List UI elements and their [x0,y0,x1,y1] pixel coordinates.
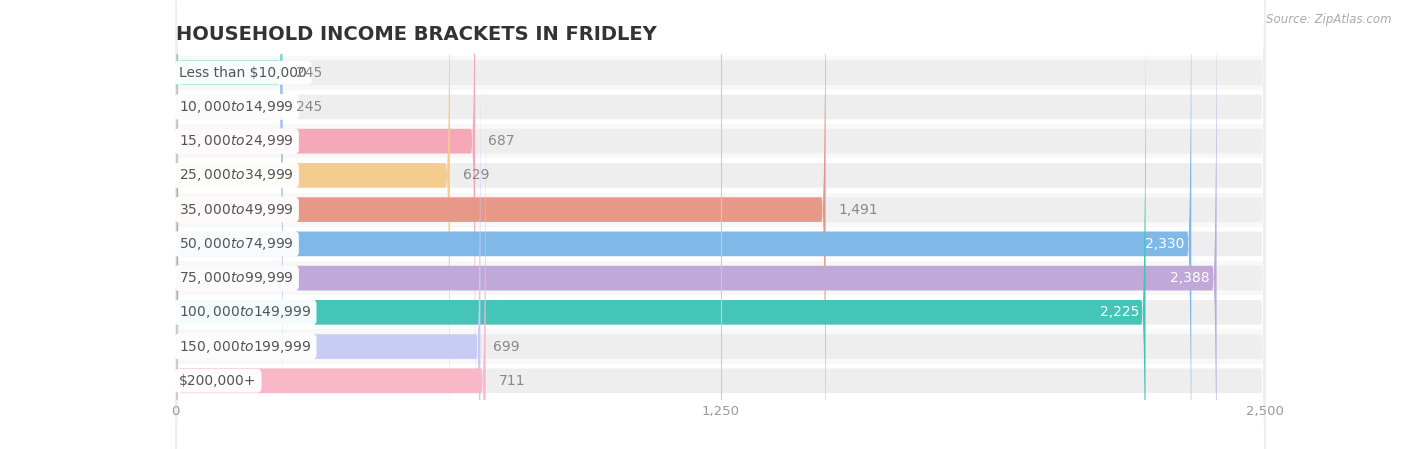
Text: 1,491: 1,491 [839,202,879,216]
FancyBboxPatch shape [176,0,1265,449]
Text: 711: 711 [499,374,526,388]
Text: 2,388: 2,388 [1170,271,1211,285]
FancyBboxPatch shape [176,0,1265,437]
FancyBboxPatch shape [176,0,475,449]
FancyBboxPatch shape [176,0,1265,449]
FancyBboxPatch shape [176,0,1191,449]
Bar [176,124,1265,158]
Bar [176,158,1265,193]
FancyBboxPatch shape [176,0,283,403]
Bar [176,330,1265,364]
Bar [176,295,1265,330]
Text: Source: ZipAtlas.com: Source: ZipAtlas.com [1267,13,1392,26]
Text: 245: 245 [295,66,322,80]
FancyBboxPatch shape [176,0,1265,449]
FancyBboxPatch shape [176,51,1265,449]
FancyBboxPatch shape [176,0,1265,449]
Bar [176,56,1265,90]
Text: $15,000 to $24,999: $15,000 to $24,999 [179,133,294,149]
Text: $75,000 to $99,999: $75,000 to $99,999 [179,270,294,286]
Text: 245: 245 [295,100,322,114]
FancyBboxPatch shape [176,0,450,449]
FancyBboxPatch shape [176,0,1146,449]
FancyBboxPatch shape [176,0,283,437]
Text: $10,000 to $14,999: $10,000 to $14,999 [179,99,294,115]
Text: $35,000 to $49,999: $35,000 to $49,999 [179,202,294,218]
Text: $50,000 to $74,999: $50,000 to $74,999 [179,236,294,252]
Bar [176,90,1265,124]
FancyBboxPatch shape [176,0,1216,449]
Text: 629: 629 [463,168,489,182]
Bar [176,193,1265,227]
Text: $25,000 to $34,999: $25,000 to $34,999 [179,167,294,183]
FancyBboxPatch shape [176,0,825,449]
Text: $150,000 to $199,999: $150,000 to $199,999 [179,339,312,355]
Text: 699: 699 [494,339,520,353]
FancyBboxPatch shape [176,17,1265,449]
Text: 2,225: 2,225 [1099,305,1139,319]
Bar [176,364,1265,398]
FancyBboxPatch shape [176,0,1265,403]
FancyBboxPatch shape [176,51,485,449]
Bar [176,261,1265,295]
FancyBboxPatch shape [176,0,1265,449]
Text: 2,330: 2,330 [1146,237,1185,251]
Text: $200,000+: $200,000+ [179,374,257,388]
Bar [176,227,1265,261]
FancyBboxPatch shape [176,0,1265,449]
Text: Less than $10,000: Less than $10,000 [179,66,307,80]
Text: 687: 687 [488,134,515,148]
Text: $100,000 to $149,999: $100,000 to $149,999 [179,304,312,320]
FancyBboxPatch shape [176,17,481,449]
Text: HOUSEHOLD INCOME BRACKETS IN FRIDLEY: HOUSEHOLD INCOME BRACKETS IN FRIDLEY [176,25,657,44]
